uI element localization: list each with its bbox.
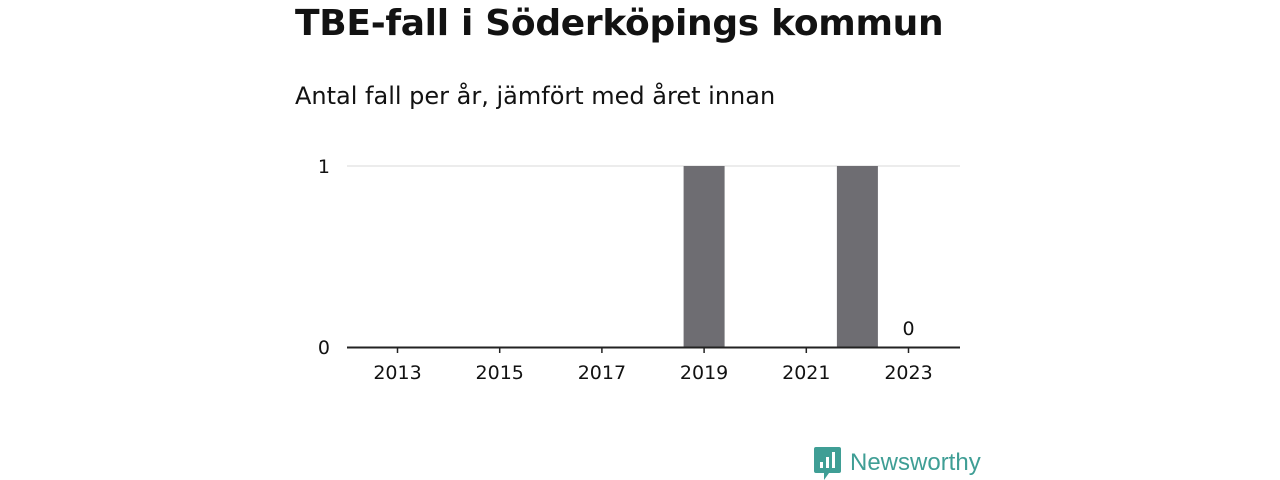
bars xyxy=(683,166,878,347)
x-tick-label: 2017 xyxy=(578,362,626,384)
y-tick-label: 0 xyxy=(318,337,330,359)
bar-2019 xyxy=(683,166,725,347)
x-tick-label: 2019 xyxy=(680,362,728,384)
data-label-2023: 0 xyxy=(902,318,914,340)
x-tick-label: 2015 xyxy=(476,362,524,384)
bar-2022 xyxy=(836,166,878,347)
bar-chart: 0 1 2013 2015 2017 2019 2021 2023 0 xyxy=(318,156,960,384)
brand-name: Newsworthy xyxy=(850,449,981,476)
y-tick-label: 1 xyxy=(318,156,330,178)
x-tick-label: 2021 xyxy=(782,362,830,384)
newsworthy-logo-icon xyxy=(814,446,841,480)
x-tick-label: 2023 xyxy=(884,362,932,384)
x-tick-label: 2013 xyxy=(373,362,421,384)
chart-subtitle: Antal fall per år, jämfört med året inna… xyxy=(295,82,776,110)
labels: 0 1 2013 2015 2017 2019 2021 2023 0 xyxy=(318,156,933,384)
axes xyxy=(347,346,960,353)
newsworthy-brand: Newsworthy xyxy=(814,446,981,480)
chart-title: TBE-fall i Söderköpings kommun xyxy=(295,3,944,44)
